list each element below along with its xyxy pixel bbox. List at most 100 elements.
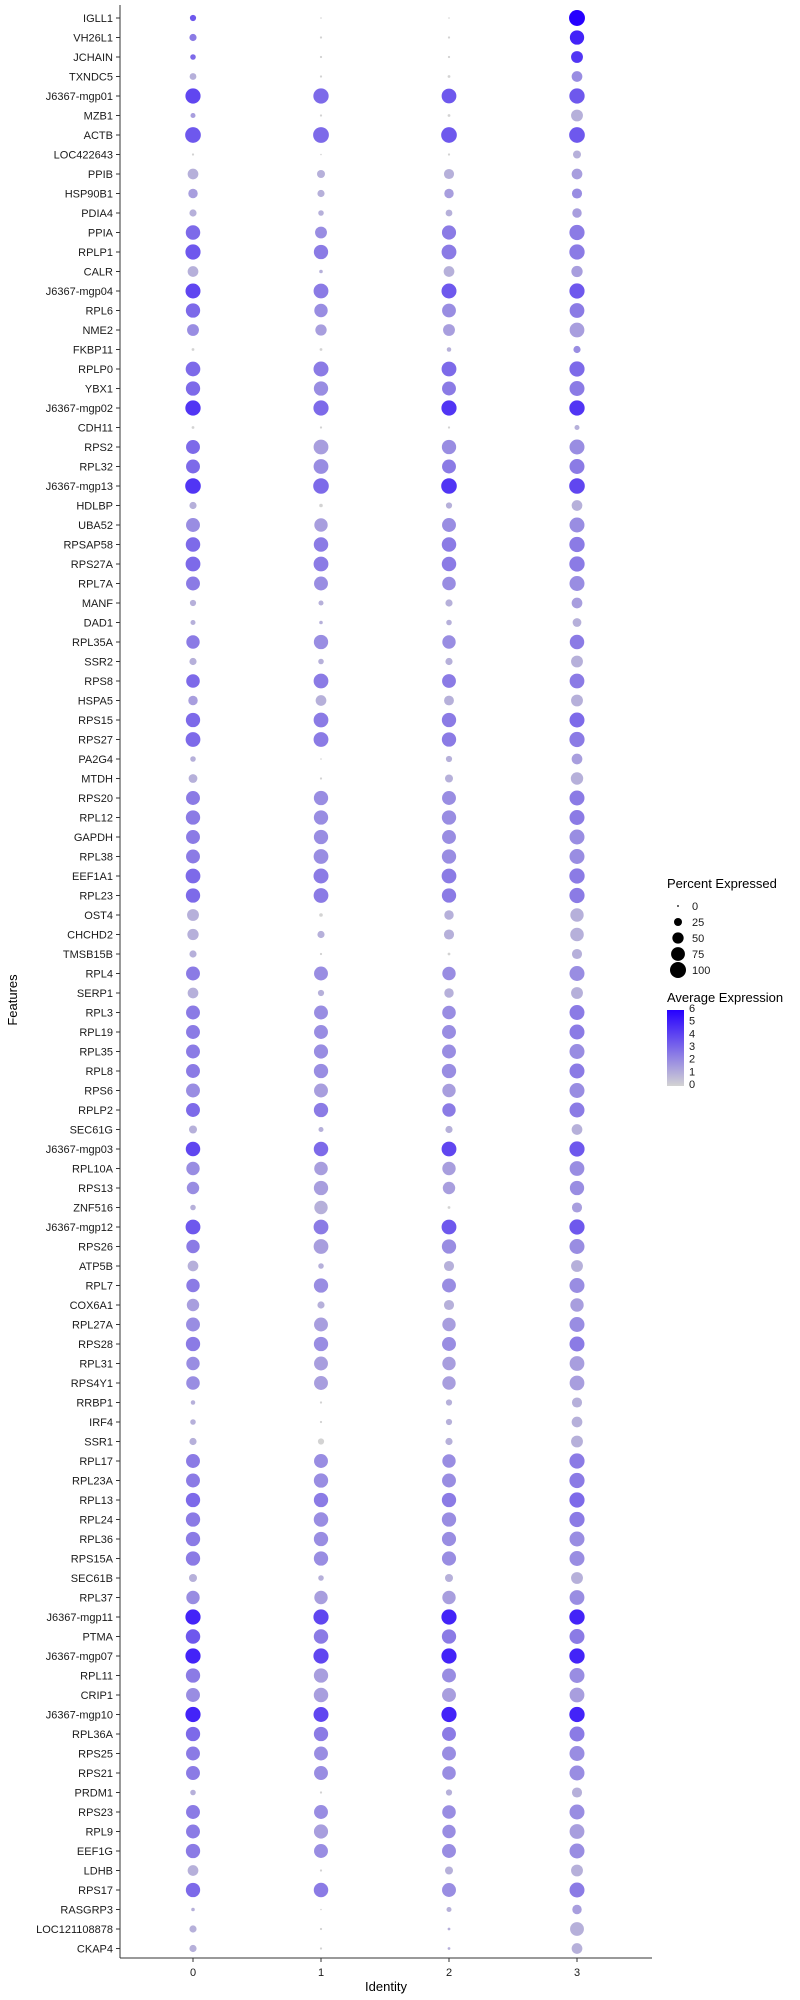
dot-point: [186, 1278, 200, 1293]
y-tick-label: PTMA: [82, 1632, 113, 1644]
y-tick-label: RPL11: [80, 1671, 113, 1683]
dot-point: [186, 1161, 200, 1176]
dot-point: [319, 503, 323, 508]
dot-point: [574, 424, 580, 431]
dot-point: [185, 303, 201, 318]
dot-point: [185, 1219, 201, 1235]
color-legend-label: 3: [689, 1041, 695, 1053]
y-tick-label: RPS28: [78, 1339, 113, 1351]
dot-point: [441, 810, 457, 825]
dot-point: [442, 1454, 456, 1468]
dot-point: [571, 265, 583, 278]
dot-point: [443, 266, 455, 277]
dot-point: [569, 576, 585, 591]
dot-point: [442, 1337, 456, 1351]
y-tick-label: RPL36A: [72, 1729, 114, 1741]
dot-point: [185, 478, 201, 494]
dot-point: [569, 1453, 585, 1469]
y-tick-label: JCHAIN: [73, 52, 113, 64]
dot-point: [313, 1473, 329, 1488]
dot-point: [571, 500, 583, 511]
y-tick-label: J6367-mgp12: [46, 1222, 113, 1234]
dot-point: [571, 1787, 583, 1798]
y-axis-ticks: IGLL1 VH26L1 JCHAIN TXNDC5 J6367-mgp01 MZB1 AC…: [36, 13, 120, 1956]
dot-point: [314, 1356, 328, 1371]
dot-point: [569, 1551, 585, 1566]
dot-point: [313, 478, 329, 494]
dot-point: [186, 1298, 200, 1312]
dot-point: [314, 576, 328, 591]
size-legend-label: 0: [692, 901, 698, 913]
dot-point: [187, 909, 199, 921]
dot-point: [185, 283, 201, 299]
y-tick-label: TXNDC5: [69, 72, 113, 84]
dot-point: [185, 400, 201, 416]
dot-point: [189, 657, 197, 666]
y-tick-label: RPS13: [78, 1183, 113, 1195]
dot-point: [569, 868, 585, 884]
dot-point: [319, 36, 323, 39]
dot-point: [187, 324, 199, 336]
x-axis-ticks: 0 1 2 3: [190, 1958, 580, 1979]
dot-point: [314, 1161, 328, 1176]
y-tick-label: LOC121108878: [36, 1924, 113, 1936]
dot-point: [186, 791, 200, 805]
y-tick-label: RPL19: [79, 1027, 113, 1039]
dot-point: [569, 1219, 585, 1235]
dot-point: [313, 1219, 329, 1235]
y-tick-label: J6367-mgp03: [46, 1144, 113, 1156]
dot-point: [313, 283, 329, 299]
y-tick-label: RPL27A: [72, 1320, 114, 1332]
y-tick-label: GAPDH: [74, 832, 113, 844]
y-tick-label: J6367-mgp02: [46, 403, 113, 415]
dot-point: [186, 1454, 200, 1468]
dot-point: [313, 1044, 329, 1059]
y-tick-label: RPS23: [78, 1807, 113, 1819]
dot-point: [570, 772, 584, 785]
dot-point: [186, 849, 200, 864]
color-legend-title: Average Expression: [667, 990, 783, 1005]
dot-point: [189, 1125, 197, 1134]
dot-point: [186, 1239, 200, 1254]
dot-point: [314, 1083, 328, 1098]
y-tick-label: CKAP4: [77, 1944, 113, 1956]
dot-point: [442, 1844, 456, 1858]
dot-point: [445, 599, 453, 607]
dot-point: [186, 966, 200, 981]
dot-point: [442, 518, 456, 532]
y-tick-label: PDIA4: [81, 208, 113, 220]
dot-point: [186, 1025, 200, 1039]
dot-point: [442, 791, 456, 805]
dot-point: [441, 127, 457, 143]
y-tick-label: RPLP1: [78, 247, 113, 259]
dot-point: [442, 381, 456, 396]
dot-point: [185, 1609, 201, 1625]
dot-point: [317, 989, 325, 997]
y-tick-label: RPL38: [79, 852, 113, 864]
y-tick-label: EEF1G: [77, 1846, 113, 1858]
dots-layer: [185, 10, 585, 1954]
dot-point: [569, 1668, 585, 1683]
dot-point: [313, 712, 329, 728]
dot-point: [571, 1435, 583, 1448]
dot-point: [319, 1791, 323, 1794]
y-tick-label: RPL3: [85, 1008, 113, 1020]
dot-point: [571, 109, 583, 122]
dot-point: [185, 1706, 201, 1723]
dot-point: [319, 114, 323, 117]
y-tick-label: RPS8: [84, 676, 113, 688]
dot-point: [314, 1005, 328, 1020]
dot-point: [313, 634, 329, 650]
y-tick-label: J6367-mgp13: [46, 481, 113, 493]
dot-point: [571, 71, 583, 82]
y-tick-label: SSR1: [84, 1437, 113, 1449]
dot-point: [186, 1688, 200, 1702]
y-tick-label: RPL37: [79, 1593, 113, 1605]
dot-point: [570, 1298, 584, 1312]
y-tick-label: RPS20: [78, 793, 113, 805]
dot-point: [447, 55, 451, 59]
dot-point: [320, 17, 322, 19]
y-tick-label: RPL32: [79, 462, 113, 474]
dot-point: [572, 1904, 582, 1915]
dot-point: [569, 303, 585, 318]
